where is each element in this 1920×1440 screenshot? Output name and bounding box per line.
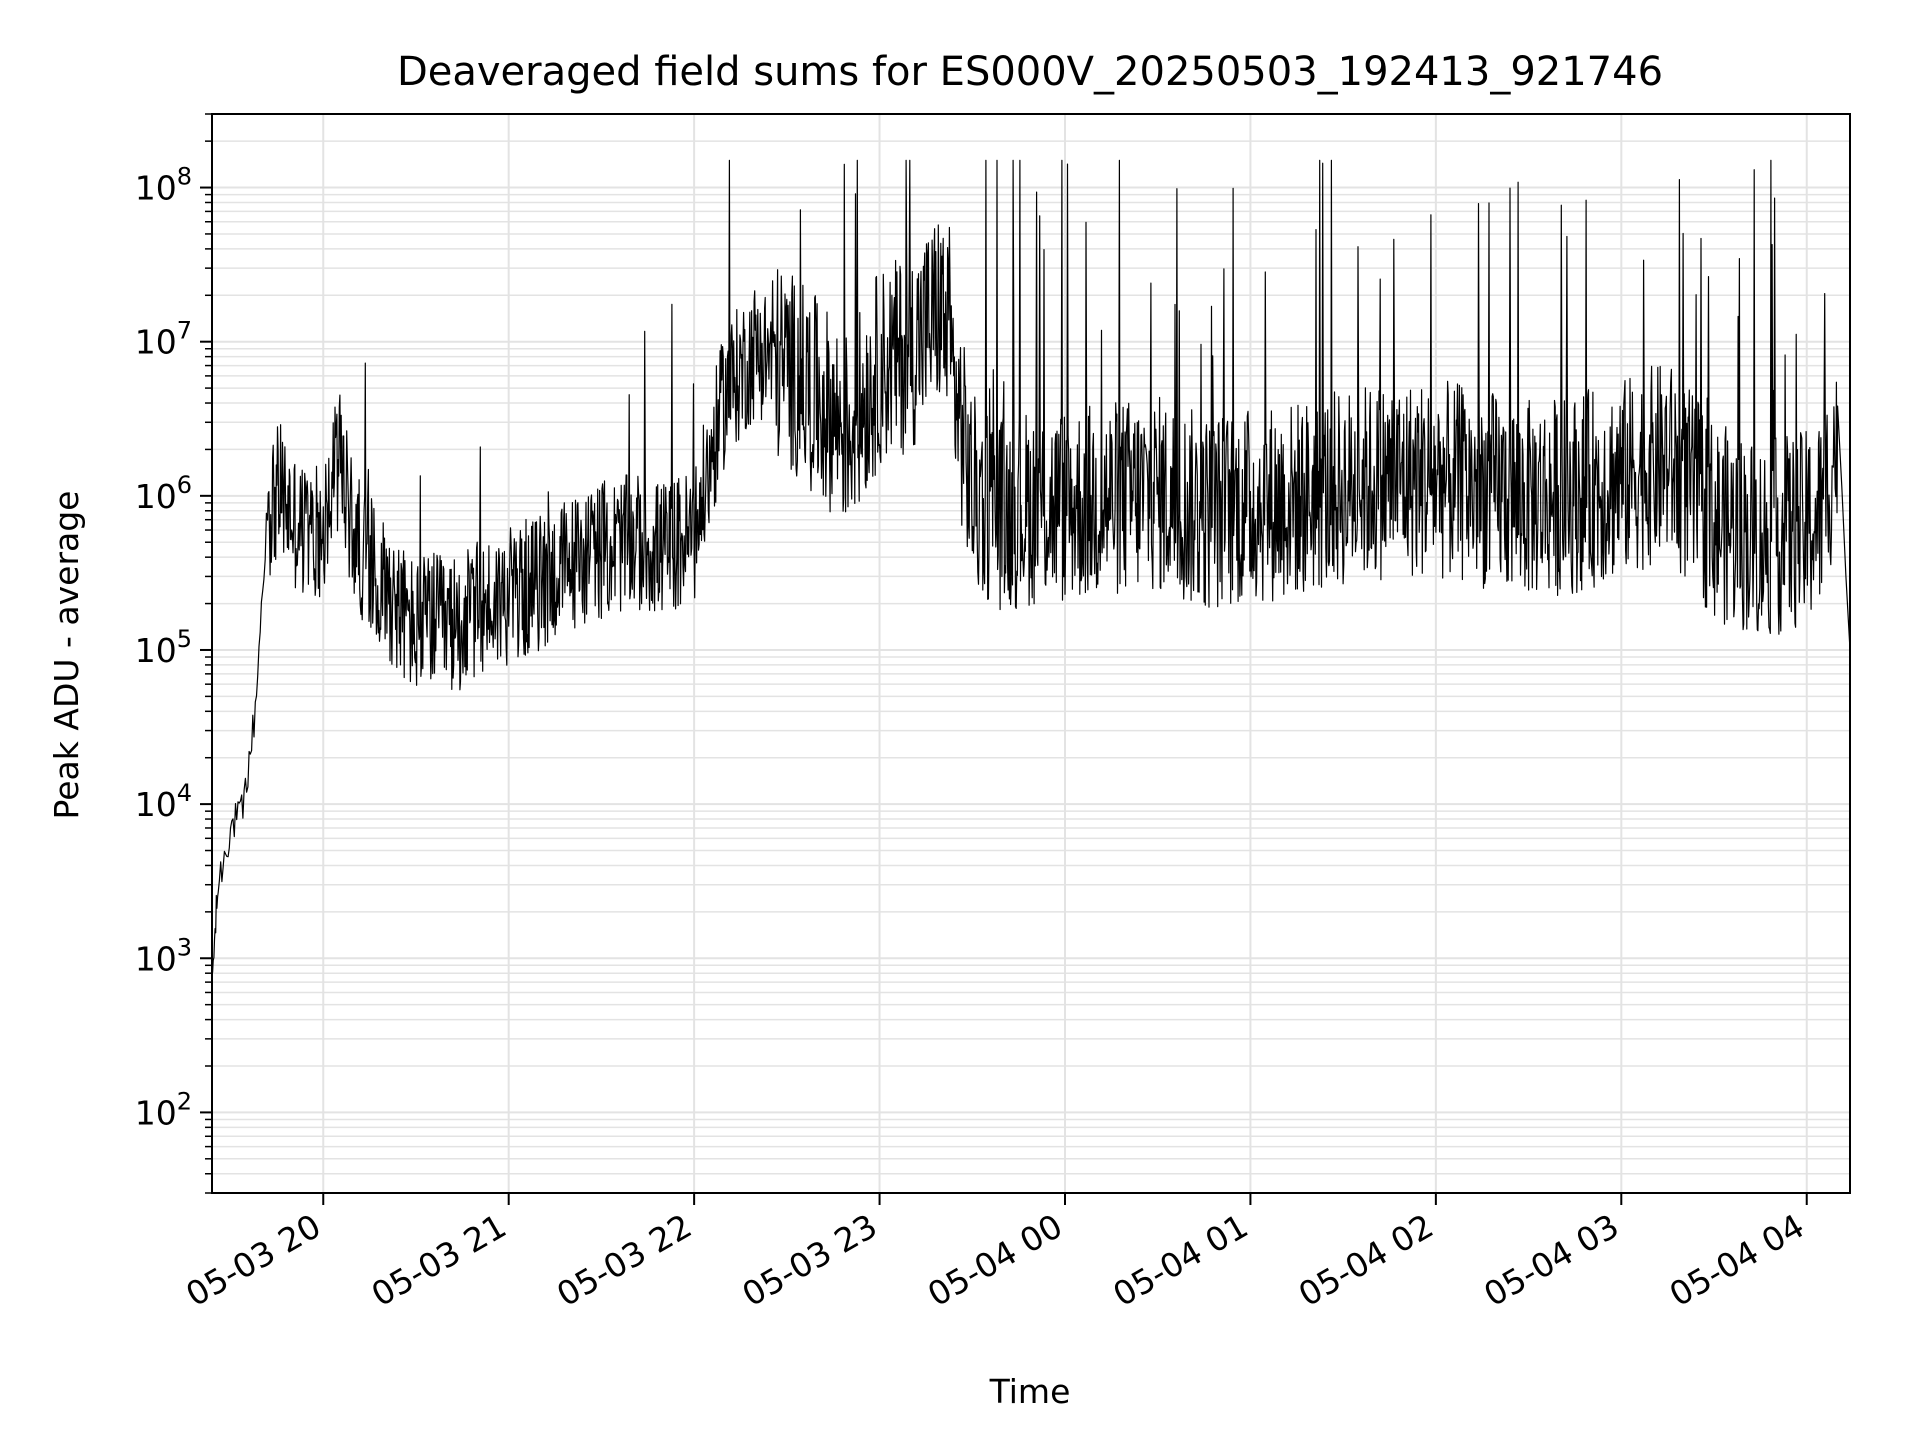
- chart-title: Deaveraged field sums for ES000V_2025050…: [397, 49, 1663, 95]
- y-tick-label: 106: [135, 471, 192, 516]
- y-tick-label: 104: [135, 779, 192, 824]
- x-tick-label: 05-04 02: [1292, 1206, 1440, 1314]
- x-tick-label: 05-03 20: [179, 1206, 327, 1314]
- y-tick-label: 108: [135, 163, 192, 208]
- x-tick-label: 05-03 22: [550, 1206, 698, 1314]
- y-tick-label: 105: [135, 625, 192, 670]
- x-tick-label: 05-04 03: [1477, 1206, 1625, 1314]
- x-tick-label: 05-04 00: [921, 1206, 1069, 1314]
- x-tick-label: 05-03 23: [736, 1206, 884, 1314]
- y-axis-label: Peak ADU - average: [47, 491, 86, 820]
- plot-layer: [211, 159, 1851, 974]
- y-tick-label: 107: [135, 317, 192, 362]
- y-tick-label: 102: [135, 1087, 192, 1132]
- y-tick-label: 103: [135, 933, 192, 978]
- x-tick-label: 05-04 04: [1663, 1206, 1811, 1314]
- x-tick-label: 05-03 21: [365, 1206, 513, 1314]
- x-tick-label: 05-04 01: [1106, 1206, 1254, 1314]
- series-line: [211, 159, 1851, 974]
- x-axis-label: Time: [989, 1372, 1071, 1411]
- plot-frame: [211, 113, 1851, 1194]
- axes-layer: 102 103 104 105 106 107 108 05-03 20 05-03 21 05-…: [135, 113, 1851, 1314]
